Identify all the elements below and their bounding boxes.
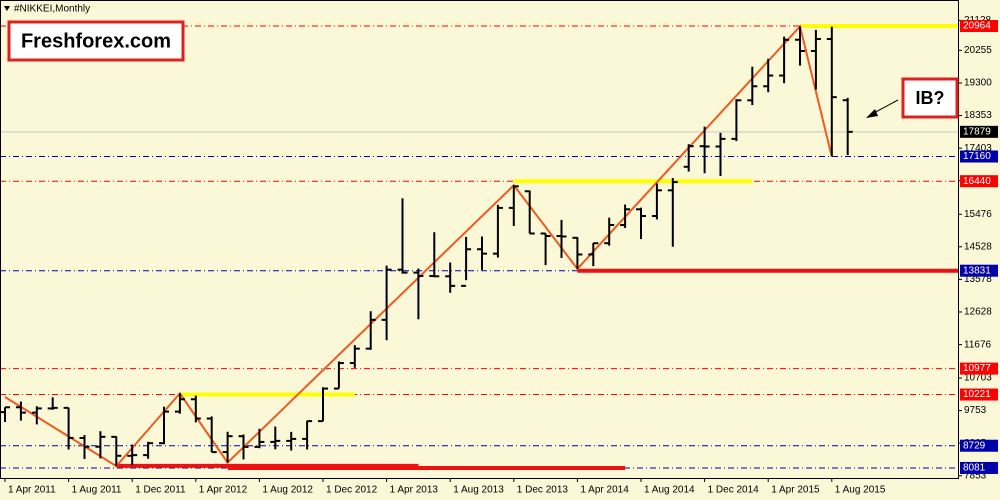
y-tick-label: 10703 (964, 373, 992, 384)
y-tick-label: 9753 (964, 405, 987, 416)
level-label: 17160 (963, 151, 991, 162)
y-tick-label: 7853 (964, 470, 987, 481)
x-tick-label: 1 Aug 2013 (453, 485, 504, 496)
plot (0, 24, 958, 470)
x-tick-label: 1 Apr 2012 (199, 485, 248, 496)
x-tick-label: 1 Dec 2013 (517, 485, 569, 496)
x-tick-label: 1 Aug 2014 (644, 485, 695, 496)
y-tick-label: 12628 (964, 307, 992, 318)
level-label: 10221 (963, 389, 991, 400)
x-tick-label: 1 Dec 2011 (135, 485, 186, 496)
level-label-bg (960, 264, 998, 277)
y-tick-label: 15476 (964, 209, 992, 220)
y-tick-label: 11676 (964, 339, 992, 350)
level-label-bg (960, 439, 998, 452)
level-label-bg (960, 362, 998, 375)
level-label: 20964 (963, 21, 991, 32)
level-label-bg (960, 150, 998, 163)
y-tick-label: 19300 (964, 78, 992, 89)
plot-frame (0, 0, 959, 479)
x-tick-label: 1 Aug 2015 (835, 485, 886, 496)
callout: IB? (916, 88, 945, 108)
callout-arrowhead (866, 109, 878, 118)
x-tick-label: 1 Dec 2012 (326, 485, 378, 496)
y-tick-label: 14528 (964, 241, 992, 252)
logo: Freshforex.com (21, 30, 171, 52)
level-label-bg (960, 20, 998, 33)
level-label: 8729 (963, 440, 986, 451)
x-tick-label: 1 Apr 2014 (580, 485, 629, 496)
x-tick-label: 1 Apr 2015 (771, 485, 820, 496)
x-tick-label: 1 Aug 2012 (262, 485, 313, 496)
level-label-bg (960, 388, 998, 401)
y-tick-label: 13578 (964, 274, 992, 285)
x-tick-label: 1 Aug 2011 (72, 485, 122, 496)
callout-box (901, 77, 959, 119)
chart-title: #NIKKEI,Monthly (14, 4, 90, 15)
x-tick-label: 1 Apr 2011 (8, 485, 56, 496)
menu-icon (4, 6, 10, 11)
logo-box (7, 20, 185, 62)
level-label-bg (960, 125, 998, 138)
x-tick-label: 1 Dec 2014 (708, 485, 760, 496)
level-label: 8081 (963, 463, 986, 474)
level-label: 17879 (963, 126, 991, 137)
y-tick-label: 17403 (964, 143, 992, 154)
x-tick-label: 1 Apr 2013 (390, 485, 439, 496)
level-label-bg (960, 461, 998, 474)
level-label: 13831 (963, 265, 991, 276)
level-label-bg (960, 175, 998, 188)
y-tick-label: 18353 (964, 110, 992, 121)
level-label: 10977 (963, 363, 991, 374)
level-label: 16440 (963, 176, 991, 187)
y-tick-label: 20255 (964, 45, 992, 56)
